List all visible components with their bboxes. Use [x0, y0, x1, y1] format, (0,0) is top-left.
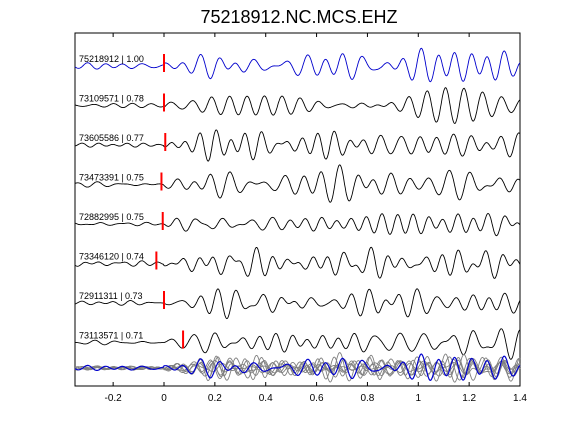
- x-tick-label: 0: [161, 393, 167, 404]
- x-tick-label: 0.6: [310, 393, 324, 404]
- x-tick-label: 1: [416, 393, 422, 404]
- x-tick-label: 0.4: [259, 393, 273, 404]
- x-tick-label: 0.8: [360, 393, 374, 404]
- trace-label: 73346120 | 0.74: [79, 252, 144, 262]
- trace-line: [74, 213, 521, 237]
- x-tick-label: 1.4: [513, 393, 527, 404]
- trace-line: [74, 164, 521, 203]
- x-tick-label: 0.2: [208, 393, 222, 404]
- trace-line: [74, 129, 521, 162]
- trace-label: 72911311 | 0.73: [79, 291, 143, 301]
- overlay-reference-trace: [74, 353, 521, 381]
- trace-line: [74, 87, 521, 124]
- trace-label: 73473391 | 0.75: [79, 173, 144, 183]
- x-tick-label: 1.2: [462, 393, 476, 404]
- trace-line: [74, 47, 521, 83]
- overlay-trace: [74, 354, 521, 381]
- trace-line: [74, 246, 521, 279]
- chart-title: 75218912.NC.MCS.EHZ: [200, 7, 398, 27]
- x-tick-label: -0.2: [105, 393, 123, 404]
- trace-label: 73113571 | 0.71: [79, 331, 143, 341]
- plot-frame: [74, 32, 521, 387]
- trace-label: 73109571 | 0.78: [79, 94, 144, 104]
- trace-label: 73605586 | 0.77: [79, 133, 144, 143]
- trace-label: 75218912 | 1.00: [79, 54, 144, 64]
- trace-line: [74, 288, 521, 320]
- trace-line: [74, 328, 521, 360]
- trace-label: 72882995 | 0.75: [79, 212, 144, 222]
